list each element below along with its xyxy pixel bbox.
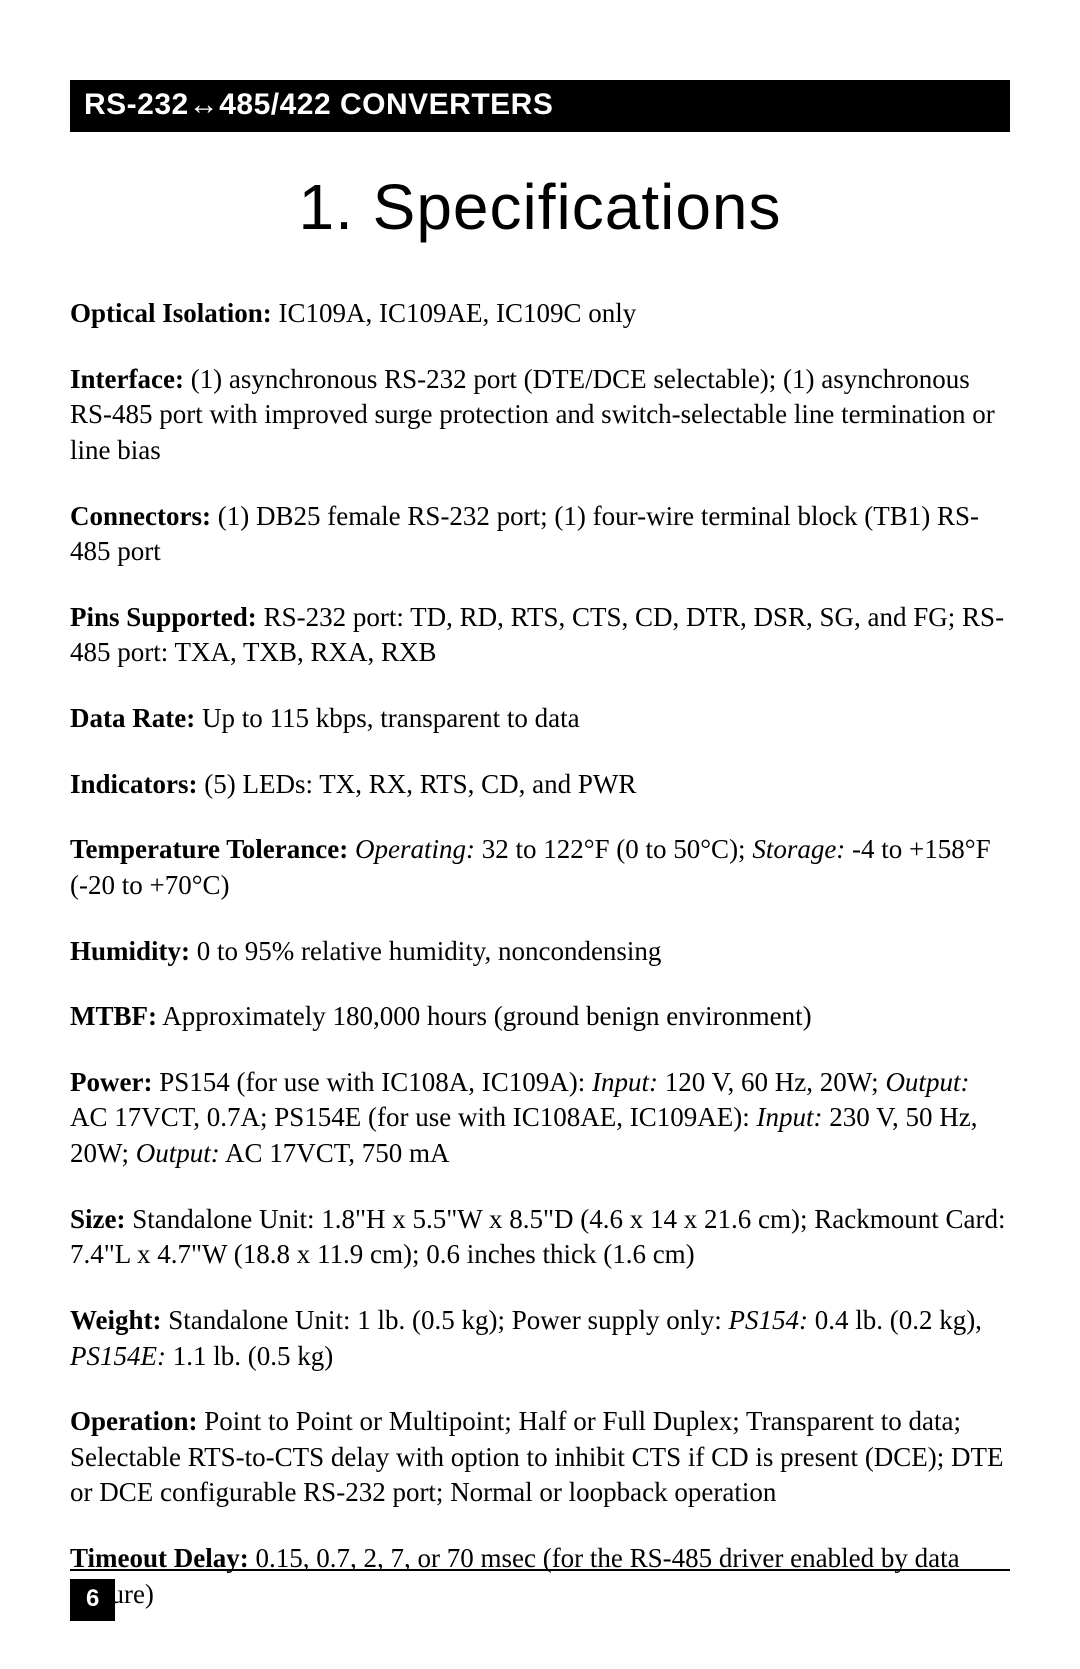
spec-sublabel-ps154: PS154: xyxy=(728,1305,807,1335)
spec-value: 32 to 122°F (0 to 50°C); xyxy=(475,834,752,864)
spec-value: 0 to 95% relative humidity, noncondensin… xyxy=(190,936,661,966)
spec-pins-supported: Pins Supported: RS-232 port: TD, RD, RTS… xyxy=(70,600,1010,671)
spec-weight: Weight: Standalone Unit: 1 lb. (0.5 kg);… xyxy=(70,1303,1010,1374)
spec-value: IC109A, IC109AE, IC109C only xyxy=(272,298,637,328)
spec-label: Indicators: xyxy=(70,769,198,799)
spec-operation: Operation: Point to Point or Multipoint;… xyxy=(70,1404,1010,1511)
spec-value: 120 V, 60 Hz, 20W; xyxy=(658,1067,886,1097)
header-title-post: 485/422 CONVERTERS xyxy=(219,88,553,121)
page-number: 6 xyxy=(70,1579,115,1621)
spec-label: Connectors: xyxy=(70,501,211,531)
spec-power: Power: PS154 (for use with IC108A, IC109… xyxy=(70,1065,1010,1172)
spec-sublabel-input: Input: xyxy=(592,1067,658,1097)
spec-value: Standalone Unit: 1.8"H x 5.5"W x 8.5"D (… xyxy=(70,1204,1005,1270)
spec-label: Size: xyxy=(70,1204,125,1234)
spec-label: Pins Supported: xyxy=(70,602,257,632)
spec-label: Interface: xyxy=(70,364,184,394)
spec-label: Optical Isolation: xyxy=(70,298,272,328)
document-page: RS-232↔485/422 CONVERTERS 1. Specificati… xyxy=(0,0,1080,1669)
spec-label: Humidity: xyxy=(70,936,190,966)
spec-sublabel-storage: Storage: xyxy=(752,834,845,864)
header-title-pre: RS-232 xyxy=(84,88,189,121)
spec-value: 1.1 lb. (0.5 kg) xyxy=(166,1341,333,1371)
spec-size: Size: Standalone Unit: 1.8"H x 5.5"W x 8… xyxy=(70,1202,1010,1273)
spec-temperature: Temperature Tolerance: Operating: 32 to … xyxy=(70,832,1010,903)
spec-value: PS154 (for use with IC108A, IC109A): xyxy=(152,1067,592,1097)
spec-value: Point to Point or Multipoint; Half or Fu… xyxy=(70,1406,1004,1507)
header-arrow-icon: ↔ xyxy=(189,88,220,121)
spec-data-rate: Data Rate: Up to 115 kbps, transparent t… xyxy=(70,701,1010,737)
spec-sublabel-output: Output: xyxy=(136,1138,220,1168)
spec-humidity: Humidity: 0 to 95% relative humidity, no… xyxy=(70,934,1010,970)
footer-divider xyxy=(70,1569,1010,1571)
spec-optical-isolation: Optical Isolation: IC109A, IC109AE, IC10… xyxy=(70,296,1010,332)
spec-value: Standalone Unit: 1 lb. (0.5 kg); Power s… xyxy=(162,1305,729,1335)
spec-label: Data Rate: xyxy=(70,703,195,733)
spec-value: Up to 115 kbps, transparent to data xyxy=(195,703,579,733)
page-title: 1. Specifications xyxy=(70,170,1010,244)
spec-timeout-delay: Timeout Delay: 0.15, 0.7, 2, 7, or 70 ms… xyxy=(70,1541,1010,1612)
spec-label: Weight: xyxy=(70,1305,162,1335)
spec-sublabel-input: Input: xyxy=(756,1102,822,1132)
spec-sublabel-ps154e: PS154E: xyxy=(70,1341,166,1371)
spec-value: AC 17VCT, 750 mA xyxy=(220,1138,450,1168)
spec-label: Power: xyxy=(70,1067,152,1097)
spec-value: (5) LEDs: TX, RX, RTS, CD, and PWR xyxy=(198,769,637,799)
spec-mtbf: MTBF: Approximately 180,000 hours (groun… xyxy=(70,999,1010,1035)
spec-value: AC 17VCT, 0.7A; PS154E (for use with IC1… xyxy=(70,1102,756,1132)
spec-indicators: Indicators: (5) LEDs: TX, RX, RTS, CD, a… xyxy=(70,767,1010,803)
spec-value: (1) asynchronous RS-232 port (DTE/DCE se… xyxy=(70,364,995,465)
spec-interface: Interface: (1) asynchronous RS-232 port … xyxy=(70,362,1010,469)
spec-label: Temperature Tolerance: xyxy=(70,834,348,864)
header-bar: RS-232↔485/422 CONVERTERS xyxy=(70,80,1010,132)
spec-sublabel-operating: Operating: xyxy=(348,834,475,864)
spec-sublabel-output: Output: xyxy=(885,1067,969,1097)
spec-value: Approximately 180,000 hours (ground beni… xyxy=(157,1001,812,1031)
spec-connectors: Connectors: (1) DB25 female RS-232 port;… xyxy=(70,499,1010,570)
spec-label: MTBF: xyxy=(70,1001,157,1031)
spec-label: Operation: xyxy=(70,1406,198,1436)
spec-value: 0.4 lb. (0.2 kg), xyxy=(808,1305,982,1335)
